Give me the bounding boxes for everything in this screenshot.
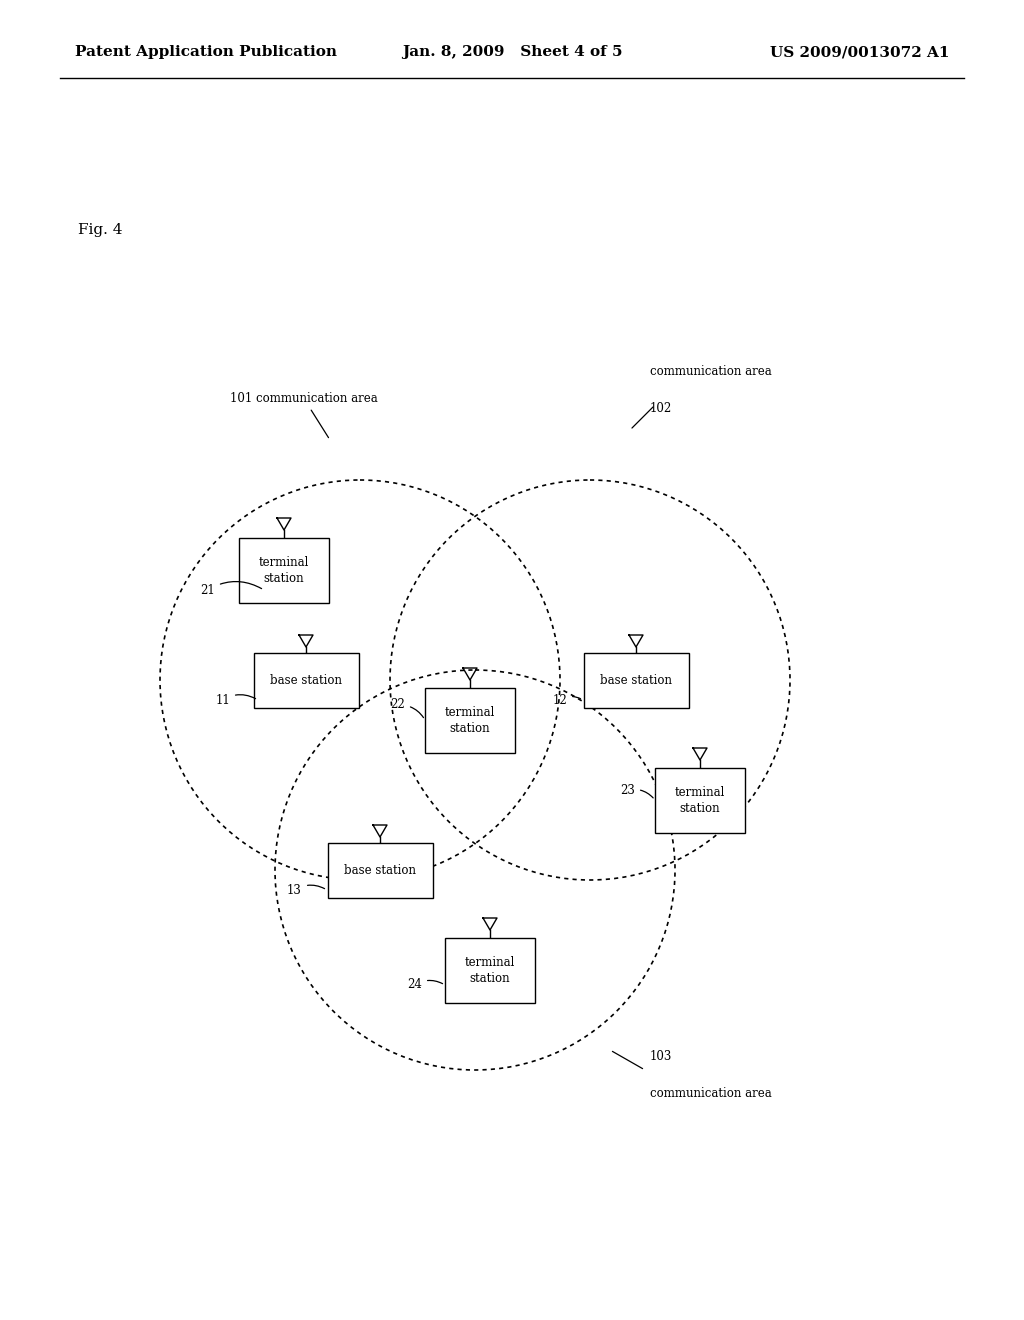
Text: 102: 102 xyxy=(650,403,672,414)
Text: communication area: communication area xyxy=(650,1086,772,1100)
Text: Patent Application Publication: Patent Application Publication xyxy=(75,45,337,59)
Text: 12: 12 xyxy=(552,693,581,706)
Text: 11: 11 xyxy=(215,693,256,706)
Bar xyxy=(239,537,329,602)
Text: base station: base station xyxy=(344,863,416,876)
Text: 13: 13 xyxy=(287,883,325,896)
Bar xyxy=(655,767,745,833)
Text: Fig. 4: Fig. 4 xyxy=(78,223,123,238)
Text: Jan. 8, 2009   Sheet 4 of 5: Jan. 8, 2009 Sheet 4 of 5 xyxy=(401,45,623,59)
Text: 101 communication area: 101 communication area xyxy=(230,392,378,438)
Text: US 2009/0013072 A1: US 2009/0013072 A1 xyxy=(769,45,949,59)
Text: 23: 23 xyxy=(621,784,653,797)
Text: terminal
station: terminal station xyxy=(444,705,496,734)
Text: 103: 103 xyxy=(650,1049,673,1063)
Text: 22: 22 xyxy=(390,698,424,718)
Text: communication area: communication area xyxy=(650,366,772,378)
Text: terminal
station: terminal station xyxy=(675,785,725,814)
Text: 21: 21 xyxy=(201,582,261,597)
Text: terminal
station: terminal station xyxy=(465,956,515,985)
Bar xyxy=(328,842,432,898)
Text: terminal
station: terminal station xyxy=(259,556,309,585)
Text: base station: base station xyxy=(270,673,342,686)
Text: base station: base station xyxy=(600,673,672,686)
Bar xyxy=(445,937,535,1002)
Text: 24: 24 xyxy=(408,978,442,991)
Bar xyxy=(425,688,515,752)
Bar xyxy=(584,652,688,708)
Bar xyxy=(254,652,358,708)
